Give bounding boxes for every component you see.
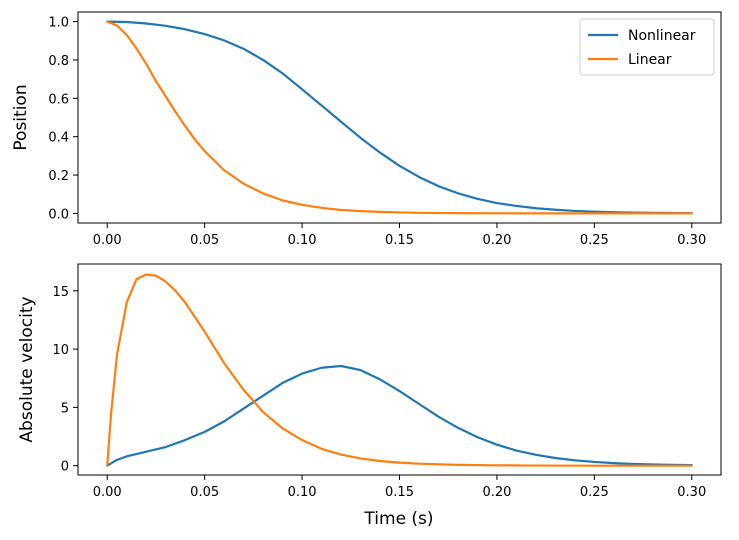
position-xtick-label: 0.25 — [580, 233, 609, 248]
legend-box — [579, 18, 715, 76]
position-plot: 0.00 0.05 0.10 0.15 0.20 0.25 0.30 0.0 0.2 0.4 0.6… — [11, 11, 722, 248]
velocity-xlabel: Time (s) — [363, 509, 433, 529]
velocity-series-layer — [106, 273, 693, 467]
velocity-ytick-label: 0 — [61, 460, 69, 475]
velocity-xtick-label: 0.05 — [190, 485, 219, 500]
position-ytick-label: 0.0 — [48, 207, 69, 222]
velocity-plot: 0.00 0.05 0.10 0.15 0.20 0.25 0.30 0 5 10 15 Absol… — [17, 263, 722, 529]
position-xtick-label: 0.20 — [482, 233, 511, 248]
position-xtick-label: 0.15 — [385, 233, 414, 248]
velocity-xtick-label: 0.10 — [288, 485, 317, 500]
velocity-series-nonlinear — [106, 364, 693, 467]
legend-label-linear: Linear — [628, 52, 672, 68]
velocity-ytick-label: 5 — [61, 401, 69, 416]
position-ylabel: Position — [11, 84, 31, 150]
velocity-xtick-label: 0.20 — [482, 485, 511, 500]
position-xtick-label: 0.30 — [677, 233, 706, 248]
velocity-series-linear — [106, 273, 693, 467]
position-series-nonlinear — [106, 20, 693, 215]
velocity-ylabel: Absolute velocity — [17, 296, 37, 442]
velocity-xtick-label: 0.25 — [580, 485, 609, 500]
legend: Nonlinear Linear — [579, 18, 715, 76]
velocity-ytick-label: 10 — [52, 343, 69, 358]
position-ytick-label: 0.8 — [48, 54, 69, 69]
position-series-layer — [106, 20, 693, 215]
position-ytick-label: 0.6 — [48, 92, 69, 107]
velocity-ticks-layer: 0.00 0.05 0.10 0.15 0.20 0.25 0.30 0 5 10 15 — [52, 285, 706, 500]
velocity-xtick-label: 0.30 — [677, 485, 706, 500]
position-xtick-label: 0.05 — [190, 233, 219, 248]
legend-label-nonlinear: Nonlinear — [628, 28, 696, 44]
position-axes-frame — [77, 11, 722, 224]
velocity-ytick-label: 15 — [52, 285, 69, 300]
position-series-linear — [106, 20, 693, 215]
velocity-axes-frame — [77, 263, 722, 476]
position-xtick-label: 0.00 — [93, 233, 122, 248]
position-ytick-label: 1.0 — [48, 16, 69, 31]
position-ticks-layer: 0.00 0.05 0.10 0.15 0.20 0.25 0.30 0.0 0.2 0.4 0.6… — [48, 16, 706, 248]
velocity-xtick-label: 0.15 — [385, 485, 414, 500]
position-ytick-label: 0.4 — [48, 131, 69, 146]
position-ytick-label: 0.2 — [48, 169, 69, 184]
position-xtick-label: 0.10 — [288, 233, 317, 248]
velocity-xtick-label: 0.00 — [93, 485, 122, 500]
